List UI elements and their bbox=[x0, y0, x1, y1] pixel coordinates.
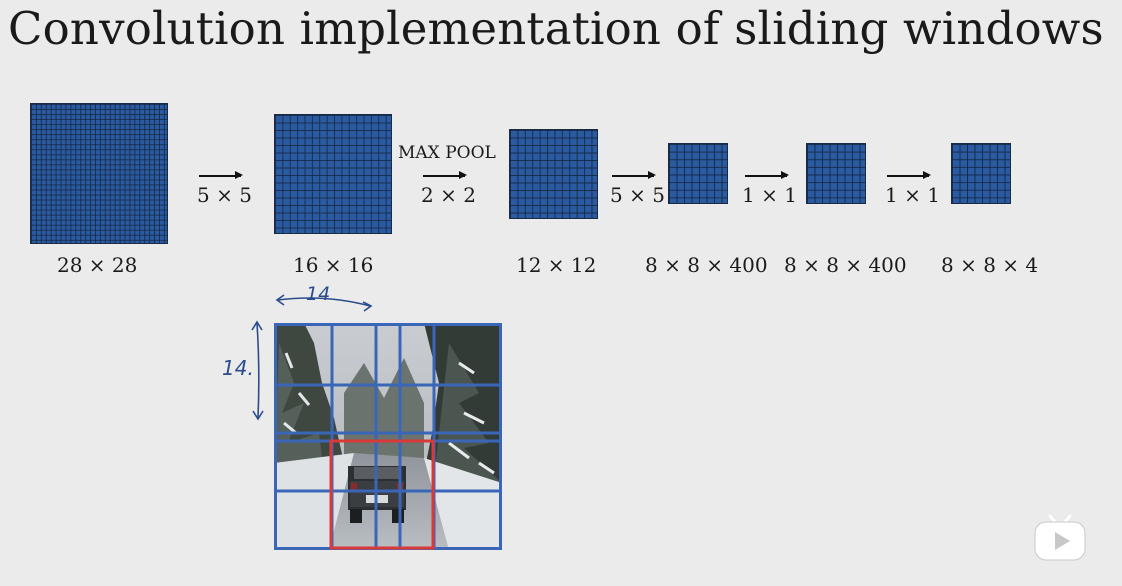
layer-28x28-grid bbox=[30, 103, 168, 244]
layer-label-28x28: 28 × 28 bbox=[57, 253, 138, 277]
layer-label-16x16: 16 × 16 bbox=[293, 253, 374, 277]
height-arrow-annotation bbox=[251, 320, 264, 421]
play-icon[interactable] bbox=[1032, 510, 1088, 562]
width-arrow-annotation bbox=[275, 294, 373, 312]
op-label-conv-5x5: 5 × 5 bbox=[197, 183, 252, 207]
layer-12x12-grid bbox=[509, 129, 598, 219]
layer-8x8x400-grid bbox=[668, 143, 728, 204]
layer-label-8x8x4: 8 × 8 × 4 bbox=[941, 253, 1039, 277]
arrow-right-icon bbox=[887, 172, 931, 178]
snowy-road-photo bbox=[274, 323, 502, 550]
slide-title: Convolution implementation of sliding wi… bbox=[8, 2, 1104, 55]
photo-illustration bbox=[274, 323, 502, 550]
height-annotation: 14. bbox=[222, 356, 254, 380]
layer-8x8x4-grid bbox=[951, 143, 1011, 204]
arrow-right-icon bbox=[423, 172, 467, 178]
layer-16x16-grid bbox=[274, 114, 392, 234]
arrow-right-icon bbox=[745, 172, 789, 178]
width-annotation: 14 bbox=[306, 283, 331, 305]
op-label-conv-5x5-2: 5 × 5 bbox=[610, 183, 665, 207]
arrow-right-icon bbox=[199, 172, 243, 178]
arrow-right-icon bbox=[612, 172, 656, 178]
op-header-maxpool: MAX POOL bbox=[398, 143, 496, 163]
op-label-conv-1x1: 1 × 1 bbox=[742, 183, 797, 207]
layer-label-8x8x400: 8 × 8 × 400 bbox=[645, 253, 768, 277]
layer-8x8x400-grid-2 bbox=[806, 143, 866, 204]
op-label-conv-1x1-2: 1 × 1 bbox=[885, 183, 940, 207]
op-label-pool-2x2: 2 × 2 bbox=[421, 183, 476, 207]
layer-label-8x8x400-2: 8 × 8 × 400 bbox=[784, 253, 907, 277]
layer-label-12x12: 12 × 12 bbox=[516, 253, 597, 277]
